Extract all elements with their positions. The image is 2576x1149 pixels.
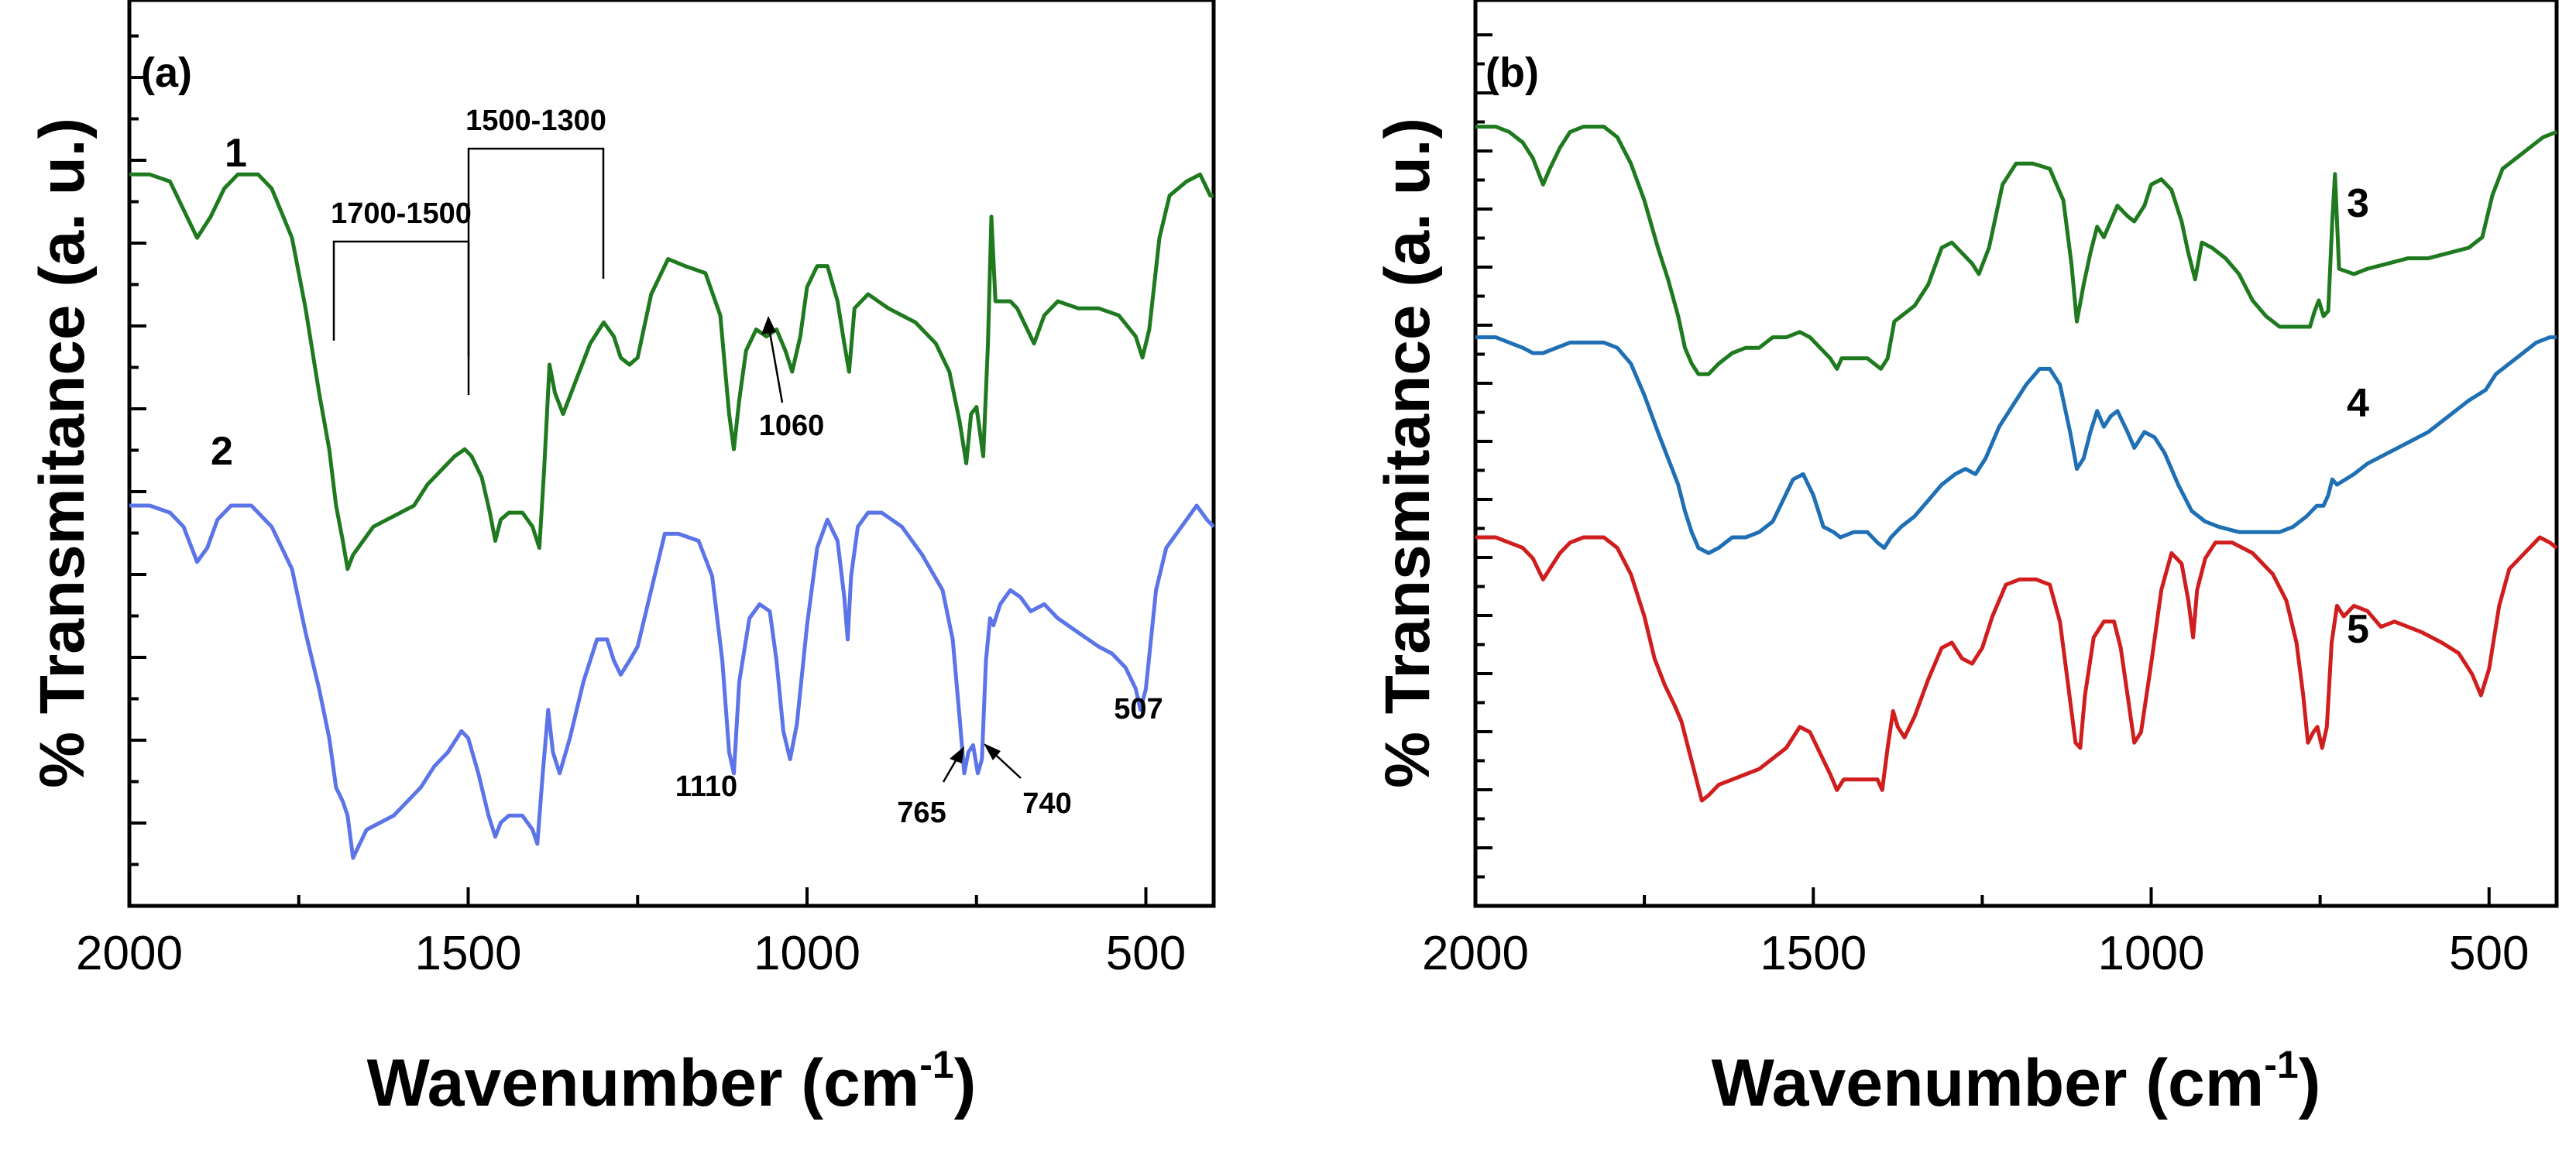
panel-a-ticks	[128, 34, 1148, 906]
bracket-1700-1500: 1700-1500	[331, 197, 472, 395]
series-label-3: 3	[2347, 181, 2369, 226]
label-1110: 1110	[675, 770, 737, 803]
label-507: 507	[1114, 693, 1163, 725]
xtick-label: 2000	[1422, 927, 1529, 980]
panel-b-series	[1475, 125, 2558, 803]
panel-b-xlabel-main: Wavenumber (cm	[1712, 1046, 2265, 1120]
annotation-765: 765	[897, 746, 964, 829]
panel-b-label: (b)	[1485, 50, 1539, 96]
series-label-2: 2	[211, 429, 233, 474]
panel-a: 2000 1500 1000 500 (a) % Transmitance (a. u…	[27, 0, 1216, 1120]
xtick-label: 500	[2449, 927, 2529, 980]
series-2-line	[129, 503, 1215, 860]
series-label-4: 4	[2347, 381, 2369, 426]
xtick-label: 500	[1106, 927, 1186, 980]
label-740: 740	[1022, 787, 1071, 820]
series-5-line	[1475, 535, 2558, 803]
bracket-1500-1300-line	[467, 147, 605, 356]
arrow-1060	[767, 323, 784, 403]
xtick-label: 1500	[415, 927, 522, 980]
panel-b-xlabel: Wavenumber (cm-1)	[1712, 1043, 2321, 1120]
series-1-line	[129, 172, 1214, 571]
panel-a-xlabel-sup: -1	[919, 1043, 953, 1086]
panel-a-series	[129, 172, 1215, 860]
arrowhead-740	[984, 743, 1001, 760]
bracket-1700-1500-line	[332, 240, 470, 395]
xtick-label: 1000	[2098, 927, 2205, 980]
arrowhead-1060	[761, 316, 776, 334]
arrowhead-765	[950, 746, 964, 763]
panel-a-xtick-labels: 2000 1500 1000 500	[76, 927, 1186, 980]
series-3-line	[1475, 125, 2557, 376]
panel-a-label: (a)	[141, 50, 192, 96]
panel-a-xlabel-close: )	[954, 1046, 977, 1120]
panel-b: 2000 1500 1000 500 (b) % Transmitance (a. u…	[1372, 0, 2559, 1120]
series-label-5: 5	[2347, 607, 2369, 652]
panel-b-frame	[1473, 0, 2559, 908]
panel-b-xlabel-close: )	[2299, 1046, 2321, 1120]
panel-a-xlabel: Wavenumber (cm-1)	[367, 1043, 977, 1120]
xtick-label: 1500	[1760, 927, 1867, 980]
series-4-line	[1475, 335, 2557, 555]
bracket-1500-1300-label: 1500-1300	[465, 105, 606, 137]
annotation-1060: 1060	[759, 316, 825, 442]
panel-b-ylabel: % Transmitance (a. u.)	[1372, 118, 1443, 788]
label-765: 765	[897, 797, 946, 829]
xtick-label: 2000	[76, 927, 183, 980]
annotation-740: 740	[984, 743, 1072, 820]
panel-a-frame	[127, 0, 1216, 908]
series-label-1: 1	[225, 131, 247, 176]
panel-b-xtick-labels: 2000 1500 1000 500	[1422, 927, 2529, 980]
bracket-1700-1500-label: 1700-1500	[331, 197, 472, 230]
panel-b-ticks	[1474, 33, 2491, 906]
panel-a-ylabel: % Transmitance (a. u.)	[27, 118, 98, 788]
bracket-1500-1300: 1500-1300	[465, 105, 606, 356]
label-1060: 1060	[759, 410, 825, 442]
panel-b-xlabel-sup: -1	[2264, 1043, 2298, 1086]
panel-a-xlabel-main: Wavenumber (cm	[367, 1046, 920, 1120]
xtick-label: 1000	[754, 927, 860, 980]
